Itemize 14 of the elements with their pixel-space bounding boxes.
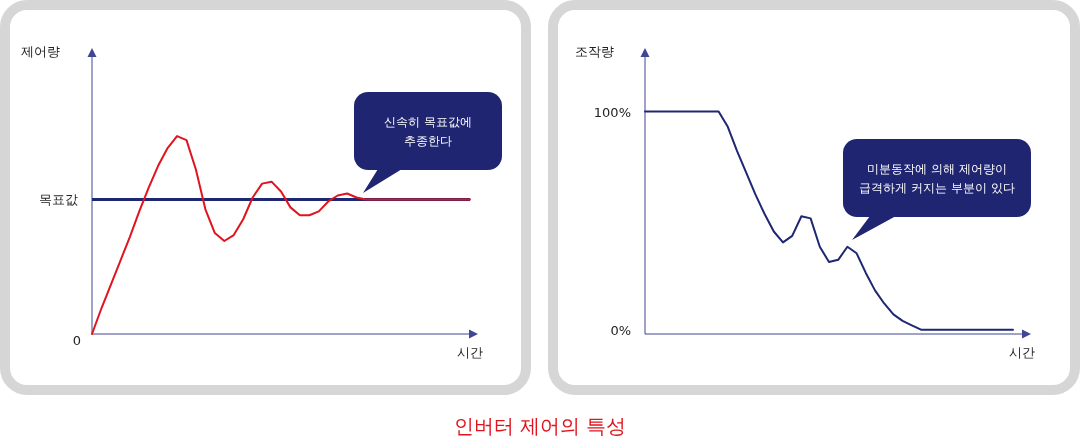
callout: 미분동작에 의해 제어량이 급격하게 커지는 부분이 있다 <box>843 139 1031 240</box>
ref-line-label: 목표값 <box>39 192 78 208</box>
callout: 신속히 목표값에 추종한다 <box>354 92 502 193</box>
y-axis-title: 조작량 <box>574 44 614 59</box>
x-axis-title: 시간 <box>457 345 483 360</box>
annotation: 미분동작에 의해 제어량이 급격하게 커지는 부분이 있다 <box>859 161 1015 195</box>
annotation: 신속히 목표값에 추종한다 <box>384 114 472 148</box>
text: 0 <box>72 333 82 348</box>
y-tick-label: 0% <box>610 322 631 338</box>
y-axis-title: 제어량 <box>20 44 60 59</box>
line-series <box>644 110 1014 331</box>
x-axis-title: 시간 <box>1009 345 1035 360</box>
text: 인버터 제어의 특성 <box>453 414 627 438</box>
y-tick-label: 100% <box>593 104 631 120</box>
